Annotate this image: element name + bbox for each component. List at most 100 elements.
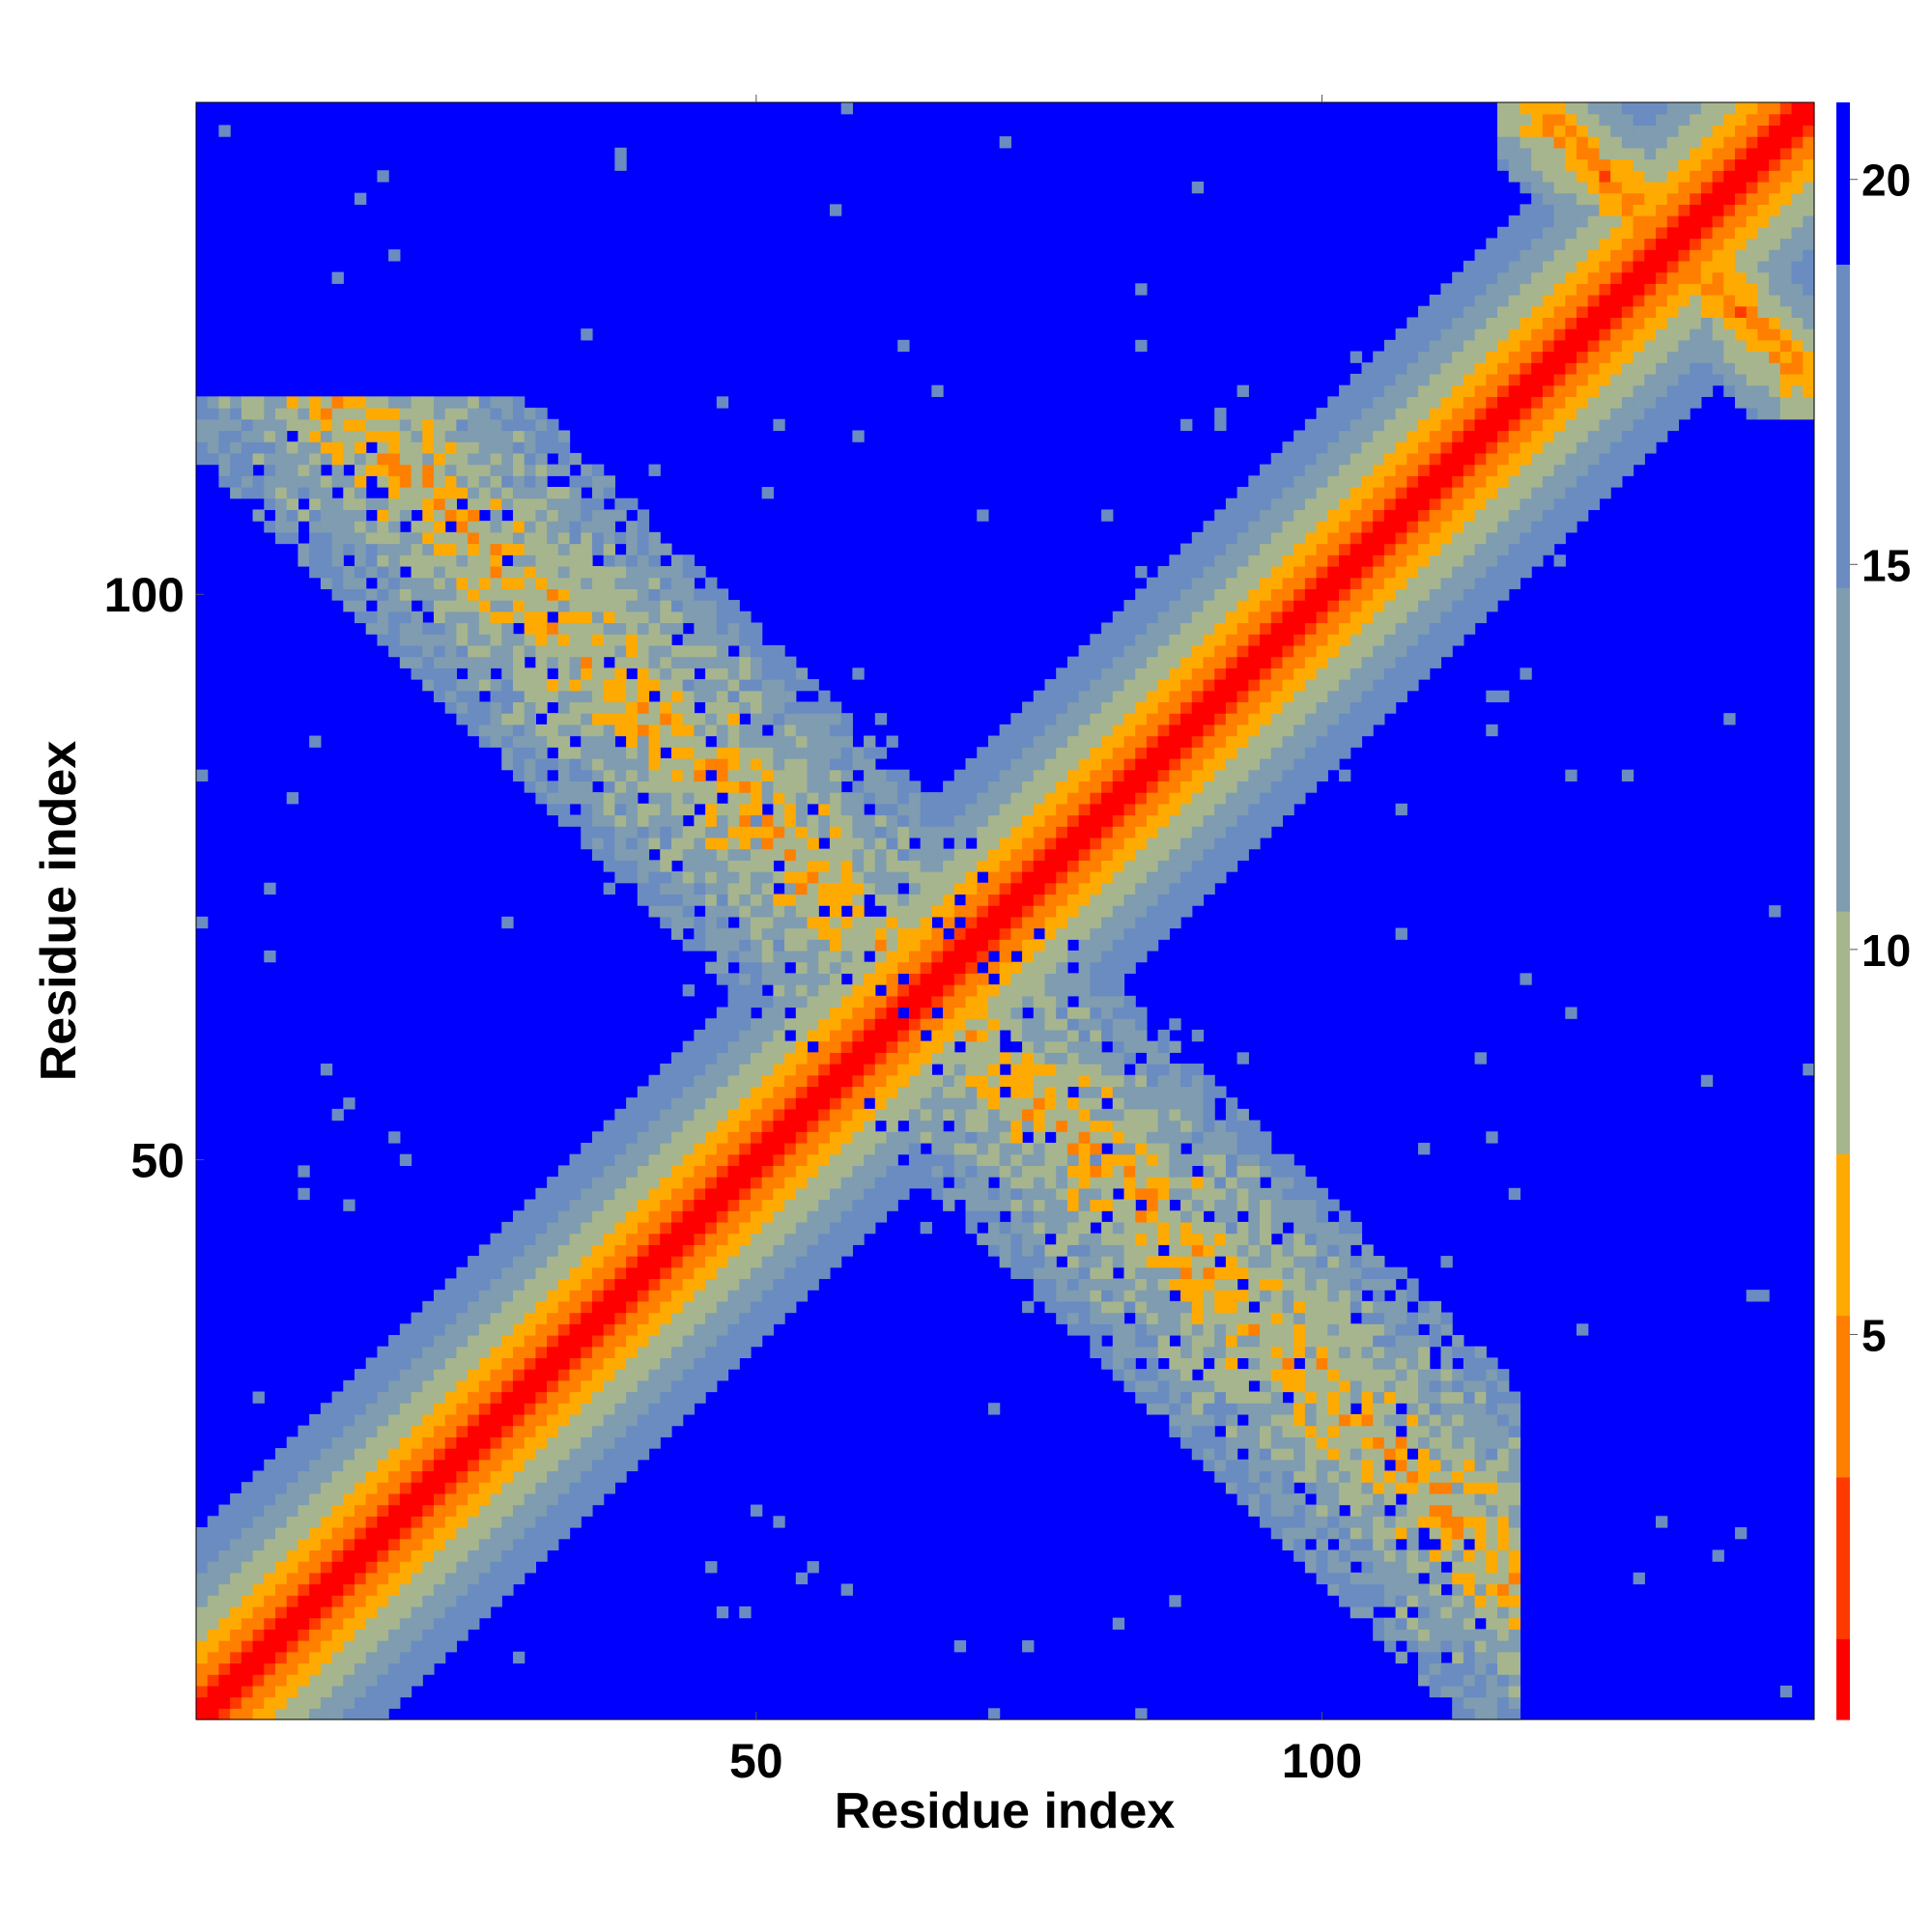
heatmap-cell — [1452, 1492, 1464, 1506]
heatmap-cell — [1395, 1334, 1407, 1348]
heatmap-cell — [1066, 1199, 1080, 1211]
heatmap-cell — [1157, 803, 1170, 816]
heatmap-cell — [1191, 1346, 1205, 1358]
heatmap-cell — [1135, 757, 1148, 771]
heatmap-cell — [1010, 905, 1023, 918]
heatmap-cell — [343, 1696, 355, 1709]
heatmap-cell — [1135, 814, 1148, 827]
heatmap-cell — [761, 690, 774, 703]
heatmap-cell — [784, 848, 797, 861]
heatmap-cell — [637, 826, 650, 838]
heatmap-cell — [490, 1244, 502, 1257]
heatmap-cell — [286, 1674, 299, 1687]
heatmap-cell — [581, 1323, 593, 1336]
heatmap-cell — [897, 1086, 910, 1098]
heatmap-cell — [1463, 1391, 1476, 1404]
heatmap-cell — [784, 1097, 797, 1110]
heatmap-cell — [1169, 1595, 1181, 1607]
heatmap-cell — [501, 1290, 514, 1302]
heatmap-cell — [829, 1108, 842, 1122]
heatmap-cell — [1203, 735, 1215, 748]
heatmap-cell — [864, 1199, 876, 1211]
heatmap-cell — [1078, 950, 1091, 963]
heatmap-cell — [1316, 1300, 1328, 1314]
heatmap-cell — [354, 1403, 367, 1415]
heatmap-cell — [1293, 690, 1306, 703]
heatmap-cell — [354, 1561, 367, 1574]
heatmap-cell — [1327, 1391, 1340, 1404]
heatmap-cell — [716, 860, 729, 872]
heatmap-cell — [716, 1256, 729, 1268]
heatmap-cell — [977, 814, 989, 827]
heatmap-cell — [727, 882, 740, 895]
heatmap-cell — [818, 803, 831, 816]
heatmap-cell — [1066, 1244, 1080, 1257]
heatmap-cell — [999, 803, 1011, 816]
heatmap-cell — [478, 1300, 492, 1314]
heatmap-cell — [1270, 701, 1284, 714]
heatmap-cell — [1203, 1290, 1215, 1302]
heatmap-cell — [727, 1278, 740, 1291]
heatmap-cell — [953, 973, 967, 985]
heatmap-cell — [727, 1300, 740, 1314]
heatmap-cell — [1123, 724, 1136, 737]
heatmap-cell — [1123, 1334, 1136, 1348]
heatmap-cell — [727, 950, 740, 963]
heatmap-cell — [591, 1233, 605, 1245]
heatmap-cell — [1123, 735, 1136, 748]
heatmap-cell — [694, 1131, 706, 1144]
heatmap-cell — [1293, 757, 1306, 771]
heatmap-cell — [1260, 769, 1272, 781]
heatmap-cell — [343, 1097, 355, 1110]
heatmap-cell — [1022, 1097, 1035, 1110]
heatmap-cell — [388, 1334, 401, 1348]
heatmap-cell — [1010, 1177, 1023, 1189]
heatmap-cell — [1304, 1379, 1318, 1393]
heatmap-cell — [1101, 1266, 1114, 1280]
heatmap-cell — [727, 803, 740, 816]
heatmap-cell — [1418, 1629, 1431, 1641]
heatmap-cell — [1044, 894, 1057, 906]
heatmap-cell — [581, 679, 593, 692]
heatmap-cell — [1157, 916, 1170, 929]
heatmap-cell — [1146, 701, 1159, 714]
heatmap-cell — [1474, 1708, 1487, 1720]
heatmap-cell — [1486, 1492, 1498, 1506]
heatmap-cell — [1010, 1256, 1023, 1268]
heatmap-cell — [897, 894, 910, 906]
heatmap-cell — [1101, 679, 1114, 692]
heatmap-cell — [818, 769, 831, 781]
heatmap-cell — [784, 927, 797, 940]
heatmap-cell — [591, 837, 605, 850]
heatmap-cell — [626, 1097, 639, 1110]
heatmap-cell — [694, 871, 706, 884]
heatmap-cell — [840, 894, 853, 906]
heatmap-cell — [1225, 1131, 1238, 1144]
heatmap-cell — [705, 1097, 718, 1110]
heatmap-cell — [1236, 1108, 1249, 1122]
heatmap-cell — [274, 1538, 288, 1551]
heatmap-cell — [829, 1177, 842, 1189]
heatmap-cell — [818, 1074, 831, 1088]
heatmap-cell — [286, 1538, 299, 1551]
heatmap-cell — [1248, 1290, 1261, 1302]
heatmap-cell — [886, 1108, 898, 1122]
heatmap-cell — [411, 1651, 423, 1664]
heatmap-cell — [795, 1074, 809, 1088]
heatmap-cell — [761, 882, 774, 895]
heatmap-cell — [931, 1108, 944, 1122]
heatmap-cell — [1191, 1436, 1205, 1449]
heatmap-cell — [1327, 1334, 1340, 1348]
heatmap-cell — [230, 1583, 242, 1596]
heatmap-cell — [1044, 757, 1057, 771]
heatmap-cell — [648, 1369, 661, 1381]
heatmap-cell — [411, 1312, 423, 1324]
heatmap-cell — [908, 1120, 922, 1132]
heatmap-cell — [557, 1300, 571, 1314]
heatmap-cell — [377, 1538, 389, 1551]
heatmap-cell — [1497, 1595, 1510, 1607]
heatmap-cell — [524, 1256, 536, 1268]
heatmap-cell — [682, 747, 695, 759]
heatmap-cell — [807, 882, 819, 895]
heatmap-cell — [490, 1482, 502, 1494]
